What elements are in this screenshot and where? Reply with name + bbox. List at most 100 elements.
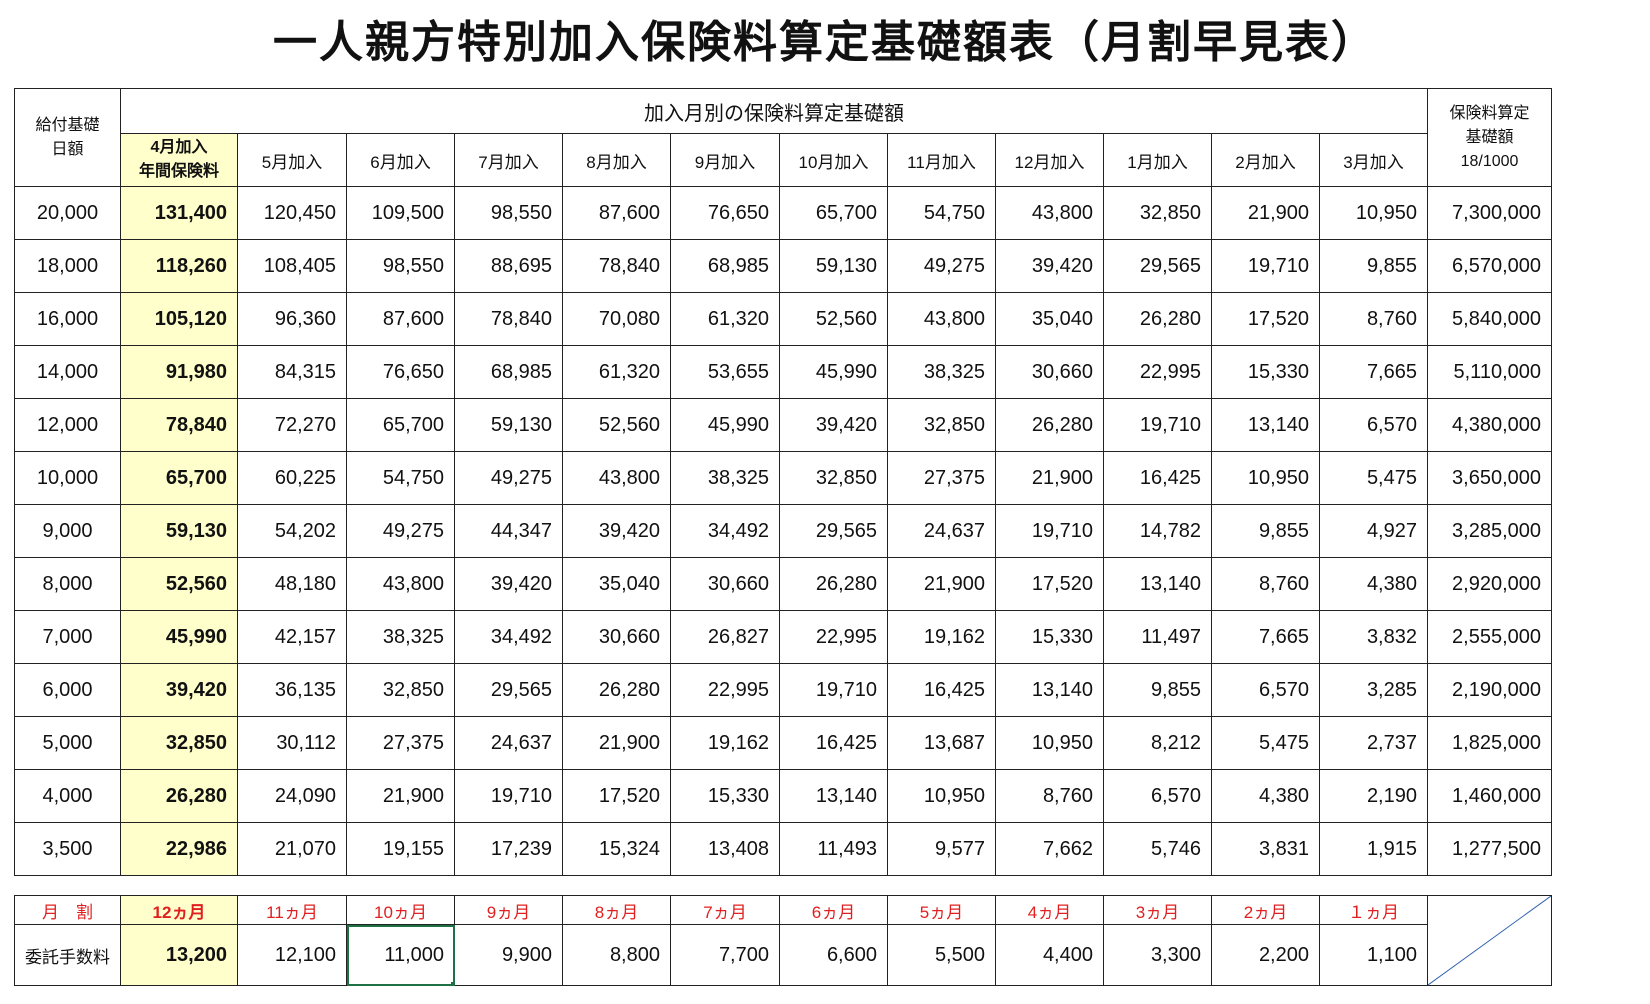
cell[interactable]: 3,832 — [1319, 610, 1428, 664]
cell[interactable]: 24,090 — [237, 769, 347, 823]
cell[interactable]: 52,560 — [562, 398, 671, 452]
cell[interactable]: 5,475 — [1319, 451, 1428, 505]
cell[interactable]: 120,450 — [237, 186, 347, 240]
cell[interactable]: 7,665 — [1211, 610, 1320, 664]
cell[interactable]: 43,800 — [995, 186, 1104, 240]
cell[interactable]: 19,162 — [670, 716, 780, 770]
cell[interactable]: 29,565 — [454, 663, 563, 717]
cell[interactable]: 5,746 — [1103, 822, 1212, 876]
cell[interactable]: 43,800 — [562, 451, 671, 505]
cell[interactable]: 59,130 — [120, 504, 238, 558]
cell[interactable]: 3,500 — [14, 822, 121, 876]
cell[interactable]: 22,995 — [670, 663, 780, 717]
cell[interactable]: 13,140 — [1211, 398, 1320, 452]
cell[interactable]: 39,420 — [454, 557, 563, 611]
cell[interactable]: 78,840 — [120, 398, 238, 452]
cell[interactable]: 1,915 — [1319, 822, 1428, 876]
commission-value-2[interactable]: 11,000 — [346, 924, 455, 986]
cell[interactable]: 84,315 — [237, 345, 347, 399]
cell[interactable]: 68,985 — [670, 239, 780, 293]
cell[interactable]: 11,493 — [779, 822, 888, 876]
cell[interactable]: 15,330 — [995, 610, 1104, 664]
cell[interactable]: 131,400 — [120, 186, 238, 240]
cell[interactable]: 3,650,000 — [1427, 451, 1552, 505]
cell[interactable]: 42,157 — [237, 610, 347, 664]
cell[interactable]: 1,825,000 — [1427, 716, 1552, 770]
cell[interactable]: 2,190 — [1319, 769, 1428, 823]
cell[interactable]: 2,555,000 — [1427, 610, 1552, 664]
cell[interactable]: 98,550 — [454, 186, 563, 240]
cell[interactable]: 49,275 — [887, 239, 996, 293]
cell[interactable]: 17,520 — [1211, 292, 1320, 346]
cell[interactable]: 19,710 — [779, 663, 888, 717]
cell[interactable]: 30,112 — [237, 716, 347, 770]
cell[interactable]: 7,662 — [995, 822, 1104, 876]
cell[interactable]: 78,840 — [562, 239, 671, 293]
cell[interactable]: 76,650 — [670, 186, 780, 240]
cell[interactable]: 29,565 — [779, 504, 888, 558]
cell[interactable]: 30,660 — [562, 610, 671, 664]
cell[interactable]: 26,280 — [562, 663, 671, 717]
cell[interactable]: 53,655 — [670, 345, 780, 399]
cell[interactable]: 5,475 — [1211, 716, 1320, 770]
cell[interactable]: 72,270 — [237, 398, 347, 452]
cell[interactable]: 19,710 — [454, 769, 563, 823]
cell[interactable]: 21,900 — [995, 451, 1104, 505]
cell[interactable]: 54,202 — [237, 504, 347, 558]
cell[interactable]: 26,827 — [670, 610, 780, 664]
cell[interactable]: 15,330 — [1211, 345, 1320, 399]
commission-value-6[interactable]: 6,600 — [779, 924, 888, 986]
cell[interactable]: 2,190,000 — [1427, 663, 1552, 717]
cell[interactable]: 35,040 — [995, 292, 1104, 346]
cell[interactable]: 10,000 — [14, 451, 121, 505]
fill-handle[interactable] — [451, 982, 454, 985]
cell[interactable]: 26,280 — [995, 398, 1104, 452]
commission-value-7[interactable]: 5,500 — [887, 924, 996, 986]
cell[interactable]: 9,000 — [14, 504, 121, 558]
cell[interactable]: 38,325 — [670, 451, 780, 505]
cell[interactable]: 21,900 — [346, 769, 455, 823]
cell[interactable]: 21,070 — [237, 822, 347, 876]
cell[interactable]: 54,750 — [887, 186, 996, 240]
cell[interactable]: 32,850 — [346, 663, 455, 717]
cell[interactable]: 10,950 — [1319, 186, 1428, 240]
cell[interactable]: 4,380,000 — [1427, 398, 1552, 452]
cell[interactable]: 1,460,000 — [1427, 769, 1552, 823]
cell[interactable]: 108,405 — [237, 239, 347, 293]
cell[interactable]: 6,570 — [1211, 663, 1320, 717]
cell[interactable]: 5,840,000 — [1427, 292, 1552, 346]
cell[interactable]: 32,850 — [1103, 186, 1212, 240]
cell[interactable]: 8,760 — [1319, 292, 1428, 346]
cell[interactable]: 39,420 — [562, 504, 671, 558]
cell[interactable]: 52,560 — [779, 292, 888, 346]
cell[interactable]: 109,500 — [346, 186, 455, 240]
cell[interactable]: 11,497 — [1103, 610, 1212, 664]
cell[interactable]: 45,990 — [120, 610, 238, 664]
cell[interactable]: 2,920,000 — [1427, 557, 1552, 611]
cell[interactable]: 38,325 — [887, 345, 996, 399]
cell[interactable]: 5,000 — [14, 716, 121, 770]
cell[interactable]: 9,855 — [1103, 663, 1212, 717]
cell[interactable]: 34,492 — [670, 504, 780, 558]
cell[interactable]: 17,239 — [454, 822, 563, 876]
cell[interactable]: 22,995 — [779, 610, 888, 664]
cell[interactable]: 32,850 — [887, 398, 996, 452]
cell[interactable]: 15,330 — [670, 769, 780, 823]
cell[interactable]: 18,000 — [14, 239, 121, 293]
cell[interactable]: 13,687 — [887, 716, 996, 770]
cell[interactable]: 7,000 — [14, 610, 121, 664]
cell[interactable]: 76,650 — [346, 345, 455, 399]
cell[interactable]: 32,850 — [779, 451, 888, 505]
cell[interactable]: 22,995 — [1103, 345, 1212, 399]
cell[interactable]: 14,782 — [1103, 504, 1212, 558]
commission-value-4[interactable]: 8,800 — [562, 924, 671, 986]
cell[interactable]: 65,700 — [346, 398, 455, 452]
cell[interactable]: 87,600 — [346, 292, 455, 346]
cell[interactable]: 10,950 — [995, 716, 1104, 770]
cell[interactable]: 3,285,000 — [1427, 504, 1552, 558]
cell[interactable]: 15,324 — [562, 822, 671, 876]
commission-value-5[interactable]: 7,700 — [670, 924, 780, 986]
cell[interactable]: 48,180 — [237, 557, 347, 611]
cell[interactable]: 24,637 — [454, 716, 563, 770]
commission-value-1[interactable]: 12,100 — [237, 924, 347, 986]
